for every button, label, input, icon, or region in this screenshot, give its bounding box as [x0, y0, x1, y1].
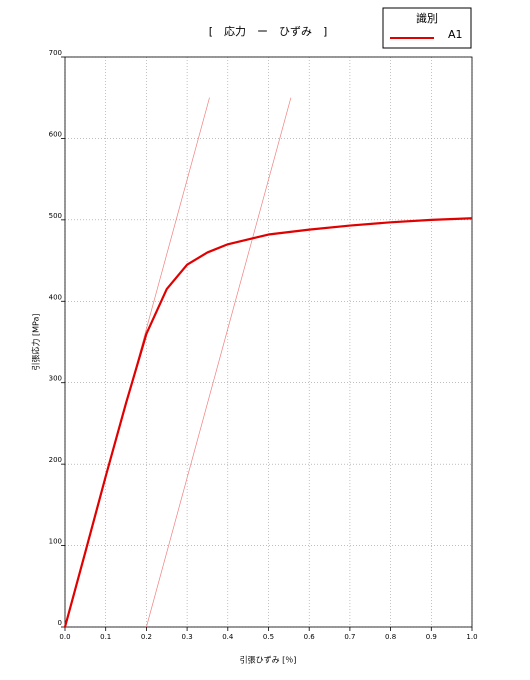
- x-tick-label: 0.0: [59, 633, 70, 641]
- x-tick-label: 0.5: [263, 633, 274, 641]
- x-tick-label: 0.3: [182, 633, 193, 641]
- y-tick-label: 100: [49, 538, 62, 546]
- reference-line: [146, 97, 292, 628]
- y-tick-label: 200: [49, 456, 62, 464]
- y-tick-label: 400: [49, 293, 62, 301]
- y-tick-label: 500: [49, 212, 62, 220]
- plot-frame: [64, 56, 473, 628]
- x-tick-label: 0.9: [426, 633, 437, 641]
- y-tick-label: 700: [49, 49, 62, 57]
- legend-label: A1: [448, 28, 463, 41]
- y-axis-label: 引張応力 [MPa]: [31, 313, 41, 370]
- x-tick-label: 0.6: [304, 633, 316, 641]
- y-tick-label: 600: [49, 130, 62, 138]
- x-tick-label: 0.7: [344, 633, 355, 641]
- y-tick-label: 300: [49, 375, 62, 383]
- x-tick-label: 0.8: [385, 633, 396, 641]
- data-line: [63, 217, 473, 628]
- x-tick-label: 0.4: [222, 633, 234, 641]
- x-tick-label: 1.0: [466, 633, 477, 641]
- x-axis-label: 引張ひずみ [％]: [240, 655, 297, 665]
- y-tick-label: 0: [58, 619, 62, 627]
- x-tick-label: 0.2: [141, 633, 152, 641]
- x-tick-label: 0.1: [100, 633, 111, 641]
- legend-title: 識別: [416, 12, 438, 25]
- legend-box: [382, 7, 472, 49]
- chart-title: [ 応力 ー ひずみ ]: [209, 24, 328, 38]
